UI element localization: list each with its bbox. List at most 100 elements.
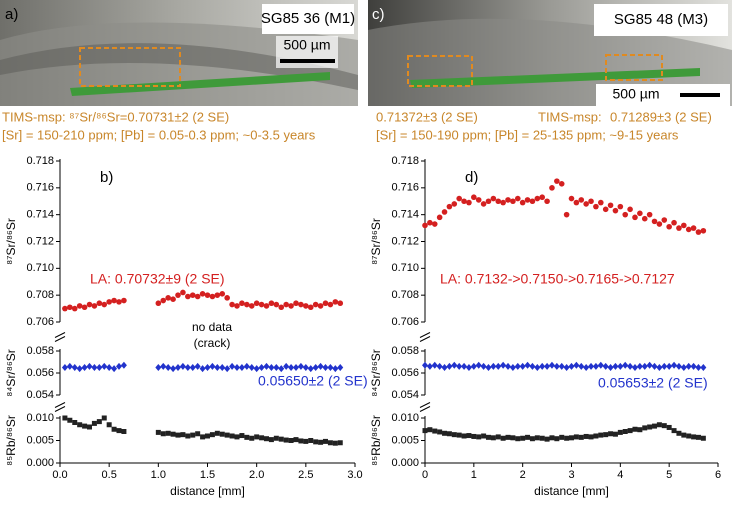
- point: [327, 364, 334, 371]
- point: [637, 427, 643, 433]
- point: [96, 364, 103, 371]
- point: [268, 437, 274, 443]
- point: [592, 362, 599, 370]
- y-tick-label: 0.056: [391, 367, 419, 379]
- point: [322, 364, 329, 371]
- y-axis-label: ⁸⁵Rb/⁸⁶Sr: [4, 415, 18, 466]
- point: [553, 362, 560, 370]
- point: [81, 304, 88, 311]
- point: [77, 422, 83, 428]
- point: [681, 432, 687, 438]
- point: [254, 434, 260, 440]
- point: [656, 364, 663, 371]
- point: [446, 431, 452, 437]
- point: [647, 424, 653, 430]
- annotation: LA: 0.70732±9 (2 SE): [90, 271, 225, 287]
- point: [642, 425, 648, 431]
- point: [495, 198, 502, 205]
- y-tick-label: 0.000: [391, 457, 419, 469]
- point: [588, 198, 594, 205]
- point: [608, 431, 614, 437]
- point: [263, 362, 270, 370]
- point: [514, 362, 521, 370]
- point: [641, 362, 648, 370]
- point: [205, 433, 210, 439]
- scale-label: 500 µm: [613, 86, 660, 102]
- y-tick-label: 0.710: [26, 262, 54, 274]
- point: [96, 419, 102, 425]
- point: [461, 433, 467, 439]
- point: [437, 429, 443, 435]
- point: [111, 365, 118, 373]
- point: [680, 364, 687, 371]
- point: [461, 362, 468, 370]
- y-tick-label: 0.005: [391, 434, 419, 446]
- point: [461, 198, 467, 205]
- point: [593, 203, 599, 210]
- point: [194, 293, 201, 300]
- point: [283, 301, 289, 308]
- point: [666, 223, 672, 230]
- point: [578, 197, 585, 203]
- point: [116, 299, 122, 305]
- y-tick-label: 0.714: [391, 209, 419, 221]
- point: [253, 365, 260, 373]
- point: [155, 364, 162, 371]
- y-tick-label: 0.000: [26, 457, 54, 469]
- point: [470, 362, 477, 370]
- axis-break: [419, 406, 431, 412]
- point: [695, 229, 702, 235]
- point: [160, 431, 166, 437]
- point: [180, 289, 186, 296]
- point: [307, 365, 314, 373]
- axis-break: [419, 332, 431, 338]
- panel-title: b): [100, 169, 113, 186]
- point: [456, 195, 462, 202]
- point: [234, 434, 240, 440]
- point: [238, 364, 245, 371]
- x-tick-label: 1.0: [151, 469, 166, 481]
- point: [666, 424, 672, 430]
- point: [195, 431, 201, 437]
- point: [627, 362, 634, 370]
- point: [627, 206, 633, 213]
- point: [534, 364, 541, 371]
- point: [490, 362, 497, 370]
- point: [431, 221, 438, 227]
- y-tick-label: 0.706: [391, 316, 419, 328]
- point: [273, 435, 279, 441]
- axis-break: [54, 406, 66, 412]
- x-tick-label: 2.0: [249, 469, 264, 481]
- axis-break: [54, 402, 66, 408]
- photo-label: c): [372, 6, 385, 23]
- point: [312, 301, 319, 308]
- point: [475, 197, 482, 203]
- x-tick-label: 2: [520, 469, 526, 481]
- axis-break: [54, 332, 66, 338]
- point: [293, 300, 299, 307]
- point: [456, 432, 462, 438]
- point: [106, 299, 112, 305]
- point: [160, 362, 167, 370]
- point: [229, 301, 235, 308]
- point: [564, 435, 570, 441]
- point: [607, 364, 614, 371]
- point: [283, 362, 290, 370]
- point: [583, 201, 589, 207]
- point: [214, 292, 221, 298]
- x-tick-label: 5: [666, 469, 672, 481]
- point: [598, 199, 604, 206]
- point: [597, 361, 604, 369]
- x-tick-label: 3: [568, 469, 574, 481]
- point: [189, 292, 196, 298]
- annotation: LA: 0.7132->0.7150->0.7165->0.7127: [440, 271, 675, 287]
- point: [337, 364, 344, 371]
- point: [651, 218, 658, 225]
- point: [569, 435, 574, 441]
- point: [106, 422, 112, 428]
- point: [690, 362, 697, 370]
- note: 0.71289±3 (2 SE): [610, 109, 712, 124]
- x-tick-label: 6: [715, 469, 721, 481]
- point: [170, 431, 176, 437]
- point: [476, 434, 482, 440]
